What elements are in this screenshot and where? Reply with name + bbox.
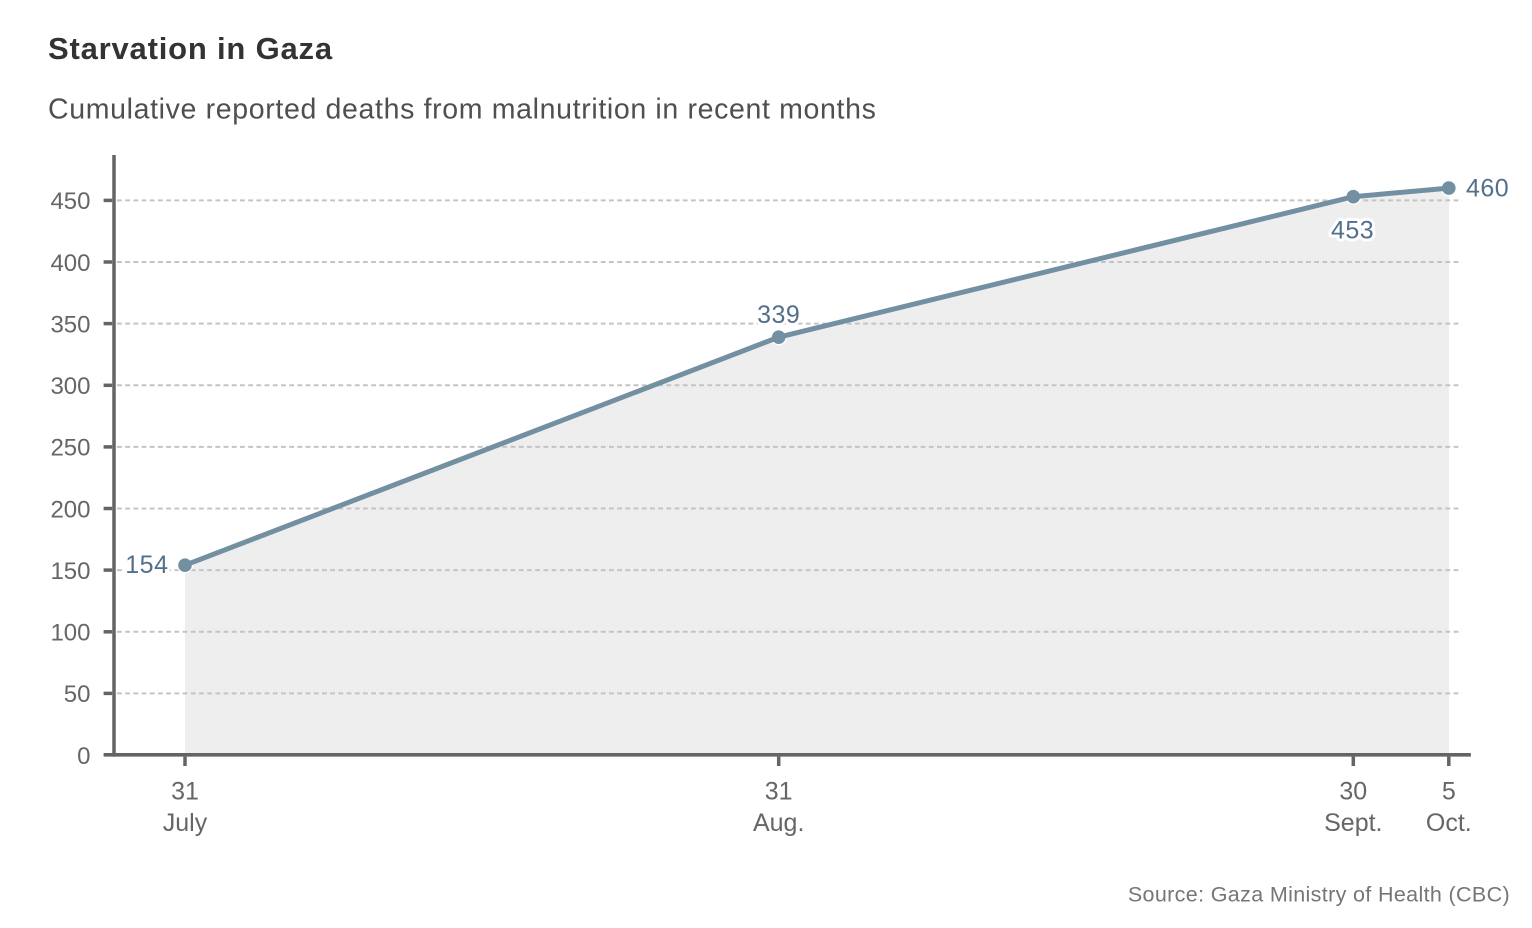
svg-text:Oct.: Oct. bbox=[1426, 809, 1472, 837]
svg-text:200: 200 bbox=[50, 496, 90, 523]
svg-text:30: 30 bbox=[1339, 778, 1367, 806]
svg-text:Sept.: Sept. bbox=[1324, 809, 1382, 837]
svg-text:250: 250 bbox=[50, 435, 90, 462]
svg-text:50: 50 bbox=[64, 681, 91, 708]
svg-text:31: 31 bbox=[765, 778, 793, 806]
svg-text:Source: Gaza Ministry of Healt: Source: Gaza Ministry of Health (CBC) bbox=[1128, 883, 1510, 907]
svg-text:31: 31 bbox=[171, 778, 199, 806]
svg-text:Cumulative reported deaths fro: Cumulative reported deaths from malnutri… bbox=[48, 93, 877, 125]
svg-text:5: 5 bbox=[1442, 778, 1456, 806]
svg-text:350: 350 bbox=[50, 311, 90, 338]
svg-text:450: 450 bbox=[50, 188, 90, 215]
svg-text:Aug.: Aug. bbox=[753, 809, 804, 837]
svg-text:453: 453 bbox=[1331, 217, 1374, 245]
svg-text:Starvation in Gaza: Starvation in Gaza bbox=[48, 31, 333, 66]
svg-text:154: 154 bbox=[125, 551, 168, 579]
svg-text:460: 460 bbox=[1466, 175, 1509, 203]
svg-text:150: 150 bbox=[50, 558, 90, 585]
svg-text:300: 300 bbox=[50, 373, 90, 400]
svg-text:339: 339 bbox=[757, 301, 800, 329]
svg-text:400: 400 bbox=[50, 250, 90, 277]
svg-text:July: July bbox=[163, 809, 208, 837]
svg-text:0: 0 bbox=[77, 743, 90, 770]
svg-text:100: 100 bbox=[50, 620, 90, 647]
